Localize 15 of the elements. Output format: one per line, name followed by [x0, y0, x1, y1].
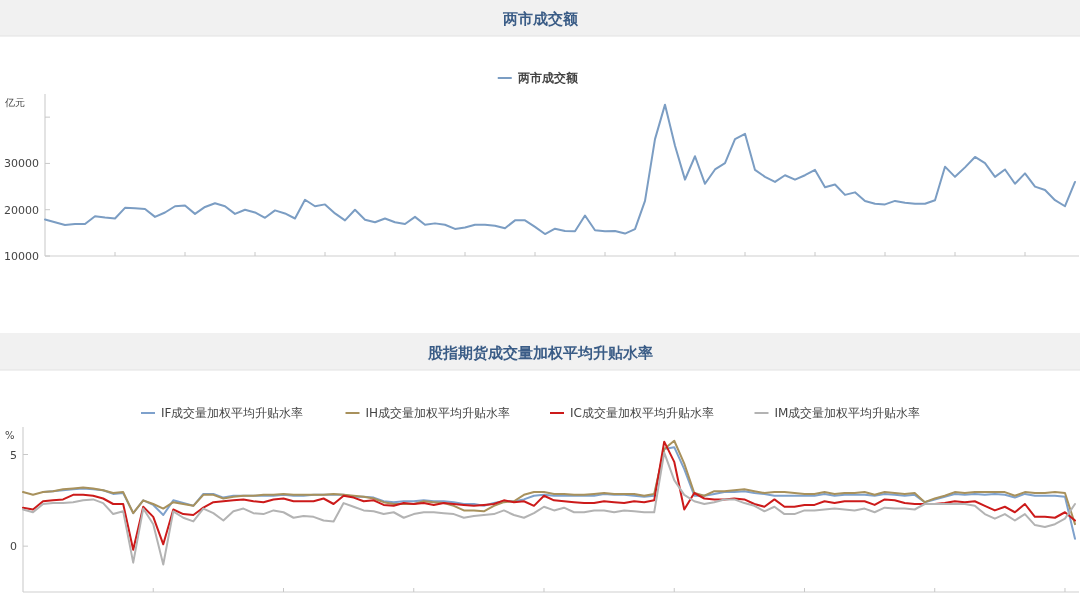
y-axis-title: 亿元: [4, 97, 25, 108]
y-tick-label: 0: [10, 540, 17, 554]
y-axis-title: %: [5, 430, 15, 441]
chart-title: 股指期货成交量加权平均升贴水率: [426, 343, 653, 362]
y-tick-label: 5: [10, 448, 17, 462]
legend: 两市成交额: [496, 71, 578, 85]
legend-label: IF成交量加权平均升贴水率: [161, 406, 304, 420]
legend-label: IC成交量加权平均升贴水率: [570, 406, 714, 420]
y-tick-label: 30000: [4, 157, 39, 171]
legend-label: 两市成交额: [516, 71, 579, 85]
y-tick-label: 20000: [4, 203, 39, 217]
y-tick-label: 10000: [4, 250, 39, 263]
legend-label: IH成交量加权平均升贴水率: [365, 406, 511, 420]
legend-label: IM成交量加权平均升贴水率: [774, 406, 921, 420]
chart-title: 两市成交额: [501, 10, 579, 28]
